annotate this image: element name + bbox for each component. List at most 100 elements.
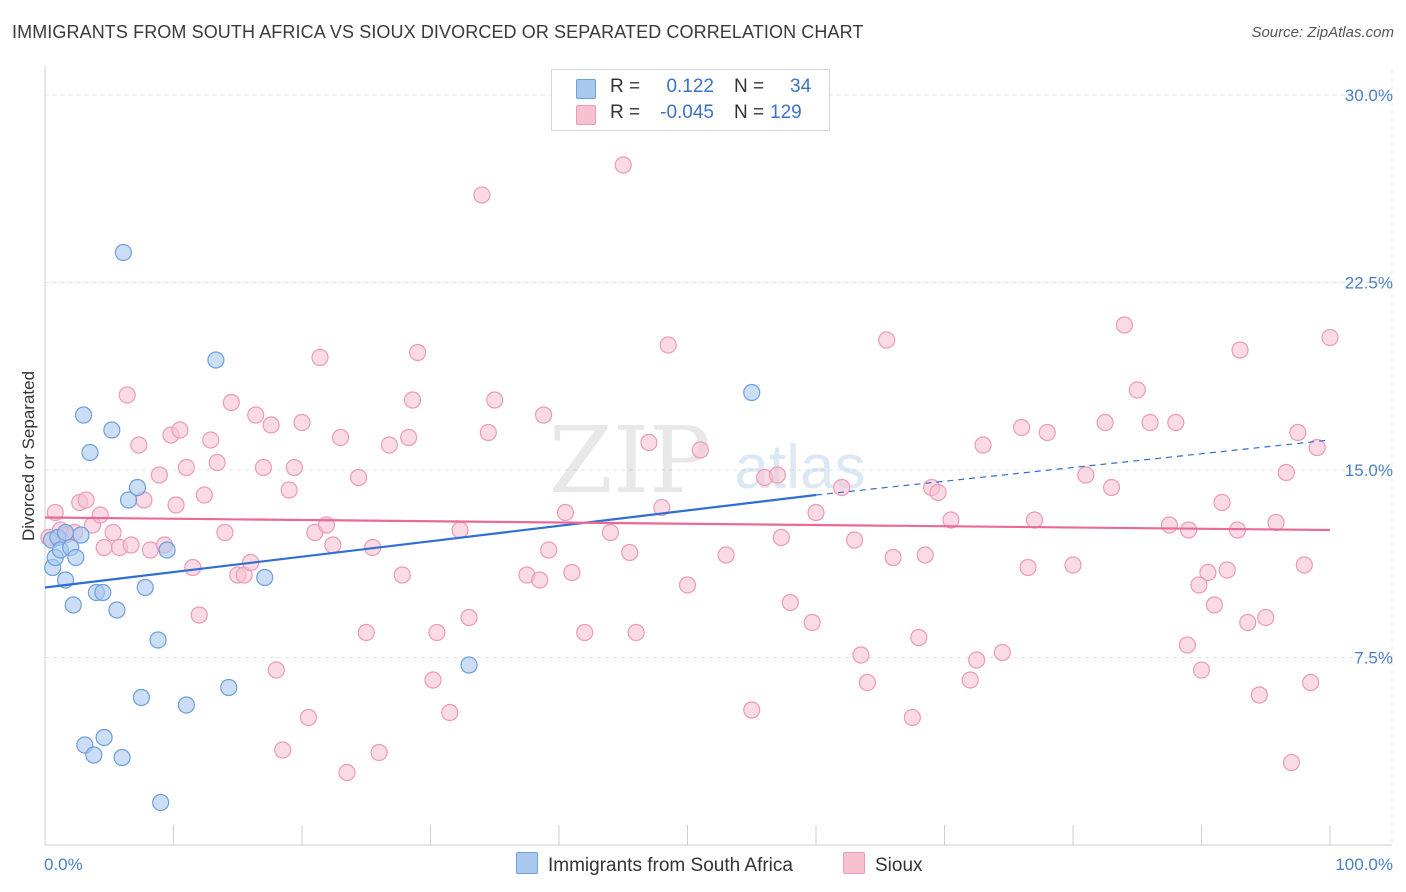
legend-n-value-pink: 129 — [770, 102, 802, 124]
south-africa-point-18 — [104, 422, 120, 438]
bottom-legend-sioux: Sioux — [843, 852, 923, 877]
sioux-point-25 — [196, 487, 212, 503]
sioux-point-98 — [962, 672, 978, 688]
sioux-point-137 — [782, 595, 798, 611]
sioux-point-132 — [1278, 465, 1294, 481]
south-africa-point-27 — [153, 795, 169, 811]
sioux-point-63 — [480, 425, 496, 441]
x-tick-label-1: 100.0% — [1335, 855, 1393, 874]
south-africa-point-19 — [109, 602, 125, 618]
sioux-point-55 — [405, 392, 421, 408]
legend-r-label: R = — [610, 76, 640, 98]
legend-n-label: N = — [734, 102, 764, 124]
sioux-point-125 — [1296, 557, 1312, 573]
sioux-point-13 — [123, 537, 139, 553]
sioux-point-100 — [975, 437, 991, 453]
sioux-point-99 — [969, 652, 985, 668]
sioux-point-122 — [1258, 610, 1274, 626]
sioux-point-108 — [1097, 415, 1113, 431]
sioux-point-71 — [577, 625, 593, 641]
south-africa-point-30 — [208, 352, 224, 368]
sioux-point-39 — [286, 460, 302, 476]
legend-row-sioux: R = -0.045 N = 129 — [552, 101, 829, 127]
sioux-point-82 — [744, 702, 760, 718]
sioux-point-87 — [847, 532, 863, 548]
south-africa-point-34 — [744, 385, 760, 401]
sioux-point-23 — [185, 560, 201, 576]
sioux-point-121 — [1251, 687, 1267, 703]
sioux-point-36 — [268, 662, 284, 678]
sioux-point-10 — [105, 525, 121, 541]
sioux-point-111 — [1129, 382, 1145, 398]
sioux-point-131 — [1268, 515, 1284, 531]
y-tick-label-2: 22.5% — [1345, 274, 1393, 293]
sioux-point-75 — [628, 625, 644, 641]
sioux-point-48 — [351, 470, 367, 486]
sioux-point-51 — [371, 745, 387, 761]
sioux-point-57 — [425, 672, 441, 688]
sioux-point-86 — [834, 480, 850, 496]
sioux-point-123 — [1283, 755, 1299, 771]
correlation-legend: R = 0.122 N = 34 R = -0.045 N = 129 — [551, 69, 830, 131]
sioux-point-113 — [1161, 517, 1177, 533]
south-africa-point-26 — [150, 632, 166, 648]
sioux-point-96 — [930, 485, 946, 501]
sioux-point-76 — [641, 435, 657, 451]
sioux-point-61 — [461, 610, 477, 626]
sioux-point-102 — [1014, 420, 1030, 436]
south-africa-point-17 — [96, 730, 112, 746]
sioux-point-72 — [602, 525, 618, 541]
sioux-point-103 — [1020, 560, 1036, 576]
south-africa-point-29 — [178, 697, 194, 713]
south-africa-point-31 — [221, 680, 237, 696]
sioux-point-116 — [1194, 662, 1210, 678]
sioux-point-112 — [1142, 415, 1158, 431]
bottom-legend-label: Sioux — [875, 855, 923, 876]
sioux-point-49 — [358, 625, 374, 641]
bottom-legend-swatch-blue — [516, 852, 538, 874]
grid-lines — [45, 70, 1392, 845]
sioux-point-20 — [168, 497, 184, 513]
sioux-point-45 — [325, 537, 341, 553]
sioux-point-37 — [275, 742, 291, 758]
south-africa-point-21 — [115, 245, 131, 261]
sioux-point-126 — [1303, 675, 1319, 691]
sioux-point-134 — [1191, 577, 1207, 593]
sioux-point-22 — [178, 460, 194, 476]
sioux-point-73 — [615, 157, 631, 173]
sioux-point-133 — [1214, 495, 1230, 511]
sioux-point-80 — [692, 442, 708, 458]
sioux-point-94 — [917, 547, 933, 563]
sioux-point-21 — [172, 422, 188, 438]
sioux-point-93 — [911, 630, 927, 646]
sioux-point-89 — [859, 675, 875, 691]
sioux-point-78 — [660, 337, 676, 353]
watermark: ZIP atlas — [549, 407, 866, 514]
south-africa-point-28 — [159, 542, 175, 558]
south-africa-point-13 — [82, 445, 98, 461]
sioux-point-24 — [191, 607, 207, 623]
sioux-point-47 — [339, 765, 355, 781]
sioux-point-74 — [622, 545, 638, 561]
sioux-point-28 — [217, 525, 233, 541]
south-africa-point-25 — [137, 580, 153, 596]
watermark-zip: ZIP — [549, 407, 711, 514]
sioux-point-33 — [248, 407, 264, 423]
sioux-point-43 — [312, 350, 328, 366]
sioux-point-124 — [1290, 425, 1306, 441]
sioux-point-8 — [92, 507, 108, 523]
legend-r-value-blue: 0.122 — [662, 76, 714, 98]
sioux-point-128 — [1322, 330, 1338, 346]
sioux-point-79 — [680, 577, 696, 593]
sioux-point-9 — [96, 540, 112, 556]
sioux-point-41 — [300, 710, 316, 726]
sioux-point-35 — [263, 417, 279, 433]
south-africa-point-11 — [76, 407, 92, 423]
south-africa-point-32 — [257, 570, 273, 586]
y-tick-label-1: 15.0% — [1345, 461, 1393, 480]
sioux-point-107 — [1078, 467, 1094, 483]
south-africa-points — [43, 245, 759, 811]
sioux-point-38 — [281, 482, 297, 498]
south-africa-point-5 — [58, 525, 74, 541]
sioux-point-101 — [994, 645, 1010, 661]
